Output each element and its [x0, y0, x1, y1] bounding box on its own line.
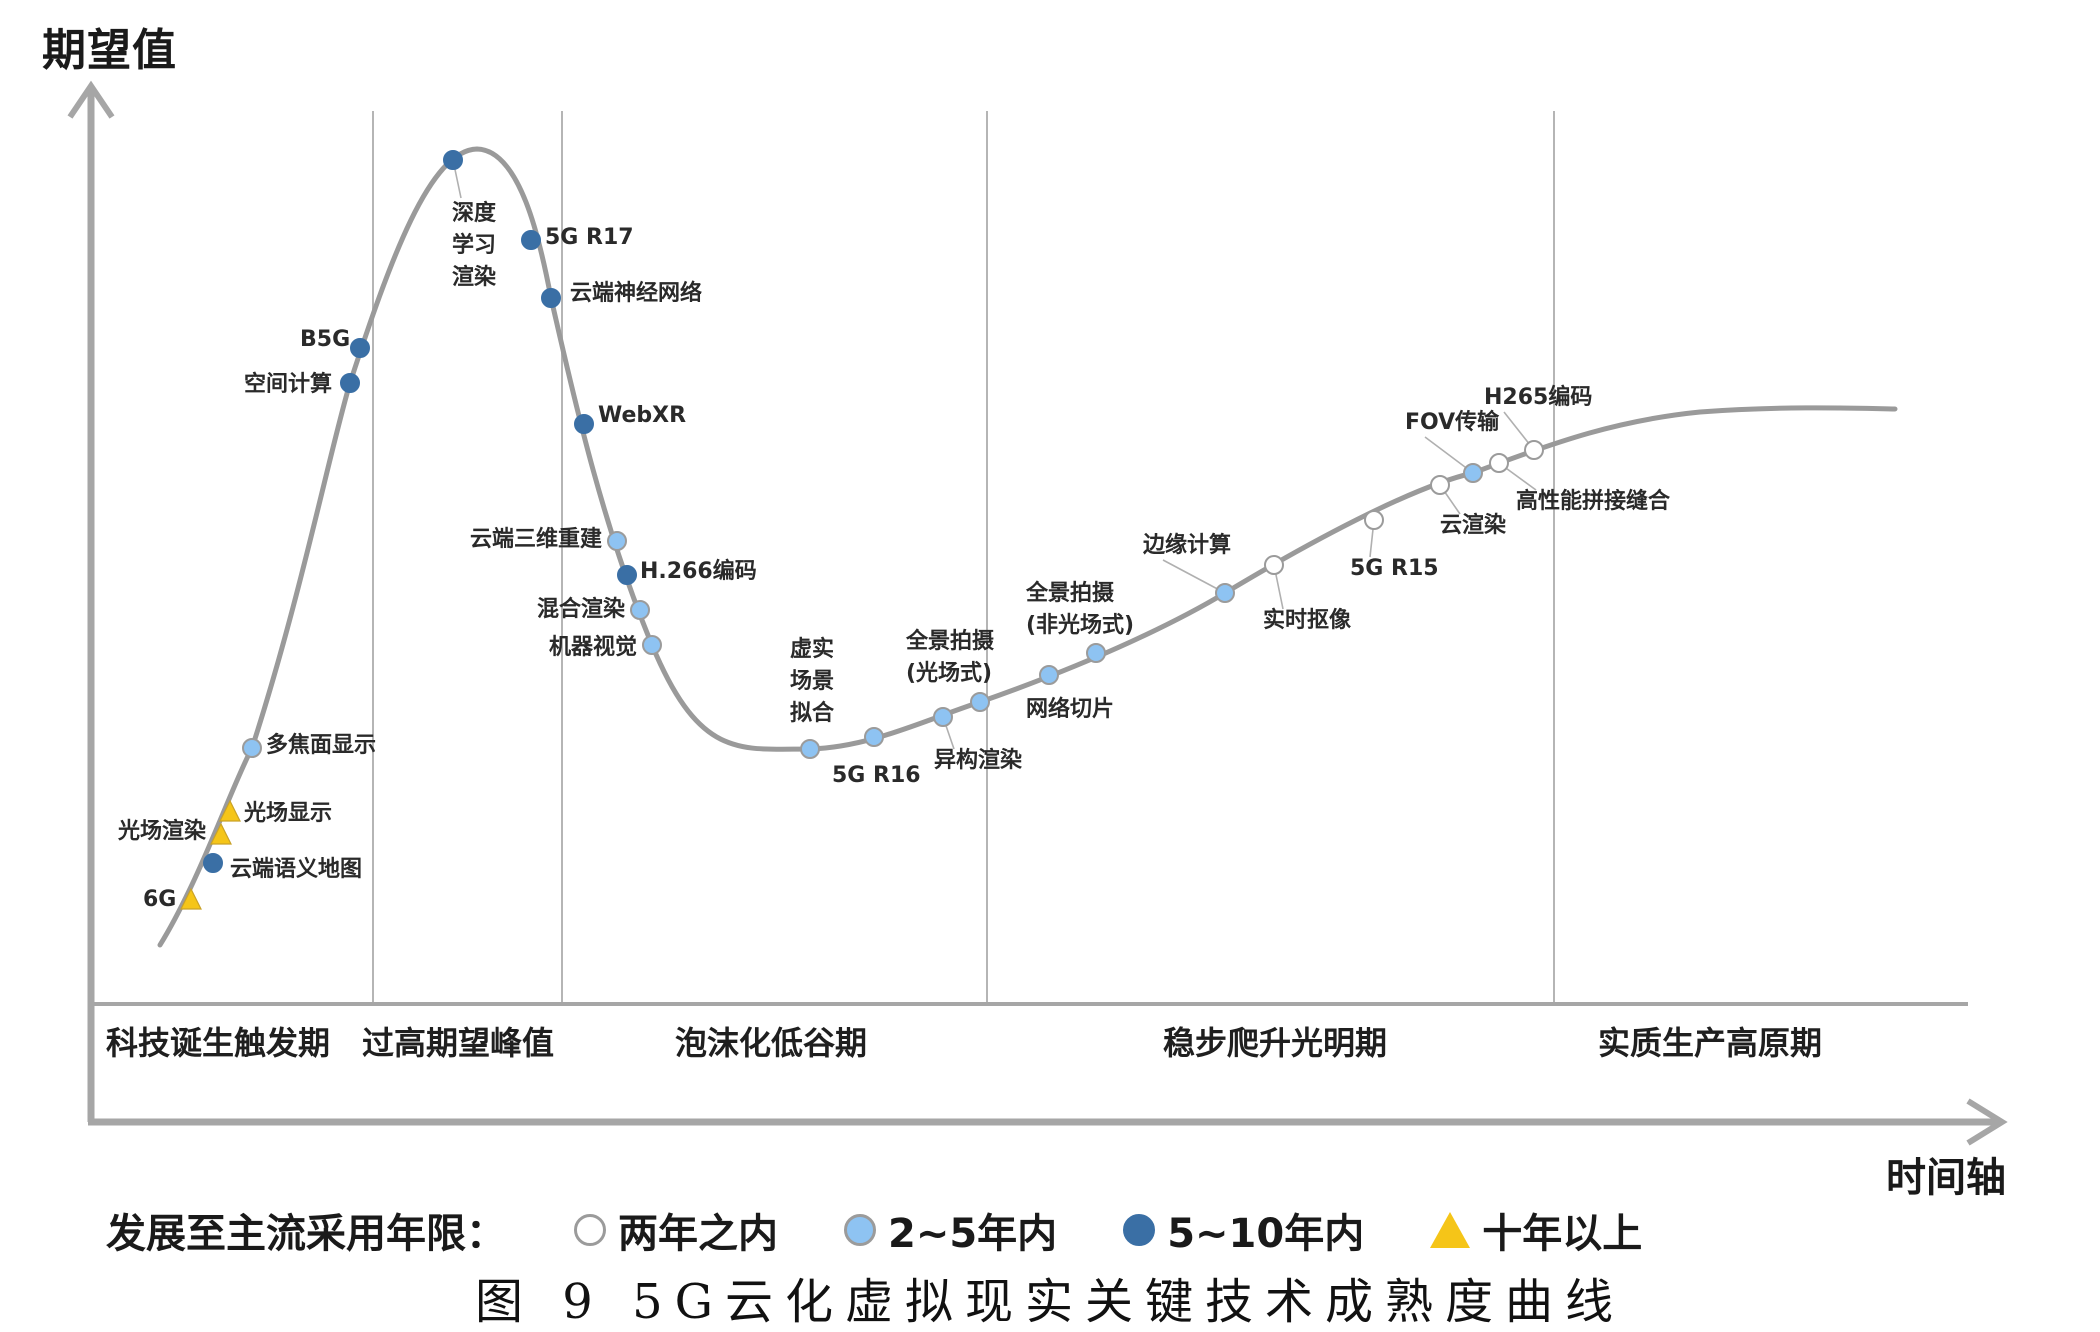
circle-marker-icon	[607, 531, 627, 551]
label-line: 拟合	[790, 701, 835, 726]
circle-marker-icon	[1430, 475, 1450, 495]
label-line: 场景	[790, 669, 835, 694]
circle-marker-icon	[443, 150, 463, 170]
technology-label: 光场显示	[244, 801, 333, 826]
legend-item-2-to-5-years: 2~5年内	[844, 1201, 1057, 1259]
technology-label: 实时抠像	[1263, 608, 1352, 633]
yellow-triangle-icon	[1430, 1212, 1471, 1248]
circle-marker-icon	[574, 414, 594, 434]
circle-marker-icon	[1264, 555, 1284, 575]
circle-marker-icon	[350, 338, 370, 358]
legend-label: 2~5年内	[888, 1211, 1058, 1257]
triangle-marker-icon	[210, 822, 232, 845]
technology-label: 虚实 场景 拟合	[790, 634, 834, 730]
circle-marker-icon	[1463, 463, 1483, 483]
circle-marker-icon	[864, 727, 884, 747]
phase-label-trigger: 科技诞生触发期	[106, 1024, 331, 1062]
y-axis-label: 期望值	[42, 25, 177, 76]
technology-markers	[180, 150, 1544, 910]
technology-label: 高性能拼接缝合	[1516, 489, 1671, 514]
circle-marker-icon	[933, 707, 953, 727]
circle-marker-icon	[1489, 453, 1509, 473]
legend-item-5-to-10-years: 5~10年内	[1123, 1201, 1364, 1259]
circle-marker-icon	[1215, 583, 1235, 603]
technology-label: 光场渲染	[118, 819, 207, 844]
hollow-circle-icon	[574, 1214, 606, 1246]
circle-marker-icon	[1086, 643, 1106, 663]
legend: 发展至主流采用年限： 两年之内 2~5年内 5~10年内 十年以上	[106, 1200, 1708, 1260]
dark-blue-circle-icon	[1123, 1214, 1156, 1246]
hype-curve	[157, 146, 1898, 948]
triangle-marker-icon	[219, 799, 241, 822]
phase-label-plateau: 实质生产高原期	[1598, 1024, 1823, 1062]
technology-label: 云渲染	[1440, 513, 1507, 538]
technology-label: 深度 学习 渲染	[452, 198, 496, 294]
technology-label: 机器视觉	[549, 635, 638, 660]
triangle-marker-icon	[180, 887, 202, 910]
technology-label: 异构渲染	[934, 748, 1023, 773]
phase-dividers	[372, 111, 1555, 1004]
legend-label: 两年之内	[618, 1211, 778, 1257]
leader-line	[1162, 559, 1226, 594]
technology-label: H265编码	[1484, 385, 1593, 410]
technology-label: 全景拍摄 (光场式)	[906, 626, 994, 690]
phase-label-peak: 过高期望峰值	[362, 1024, 555, 1062]
technology-label: 云端语义地图	[230, 857, 363, 882]
circle-marker-icon	[630, 600, 650, 620]
technology-label: 网络切片	[1026, 697, 1115, 722]
label-line: 虚实	[790, 637, 835, 662]
label-line: 全景拍摄	[906, 629, 995, 654]
technology-label: 云端三维重建	[470, 527, 603, 552]
technology-label: 云端神经网络	[570, 281, 703, 306]
technology-label: FOV传输	[1405, 410, 1500, 435]
x-axis-arrow-icon	[1966, 1098, 2008, 1146]
circle-marker-icon	[970, 692, 990, 712]
label-line: (非光场式)	[1026, 613, 1135, 638]
circle-marker-icon	[242, 738, 262, 758]
technology-label: 全景拍摄 (非光场式)	[1026, 578, 1134, 642]
circle-marker-icon	[340, 373, 360, 393]
technology-label: 5G R15	[1350, 556, 1439, 581]
technology-label: 6G	[143, 887, 177, 912]
label-line: 学习	[452, 233, 497, 258]
circle-marker-icon	[1524, 440, 1544, 460]
technology-label: WebXR	[598, 403, 687, 428]
technology-label: 空间计算	[244, 372, 333, 397]
x-axis-label: 时间轴	[1886, 1155, 2006, 1201]
circle-marker-icon	[541, 288, 561, 308]
circle-marker-icon	[1039, 665, 1059, 685]
legend-label: 十年以上	[1482, 1211, 1643, 1257]
label-line: 全景拍摄	[1026, 581, 1115, 606]
legend-label: 5~10年内	[1167, 1211, 1365, 1257]
y-axis-arrow-icon	[67, 80, 115, 119]
technology-label: 混合渲染	[537, 597, 626, 622]
circle-marker-icon	[800, 739, 820, 759]
technology-label: B5G	[300, 327, 351, 352]
figure-caption: 图 9 5G云化虚拟现实关键技术成熟度曲线	[475, 1274, 1625, 1330]
legend-item-within-2-years: 两年之内	[574, 1201, 778, 1259]
technology-label: 5G R17	[545, 225, 634, 250]
circle-marker-icon	[1364, 510, 1384, 530]
label-line: (光场式)	[906, 661, 993, 686]
light-blue-circle-icon	[844, 1214, 876, 1246]
legend-item-over-10-years: 十年以上	[1430, 1201, 1642, 1259]
technology-label: 5G R16	[832, 763, 921, 788]
technology-label: 边缘计算	[1143, 533, 1232, 558]
legend-title: 发展至主流采用年限：	[106, 1211, 506, 1257]
phase-label-slope: 稳步爬升光明期	[1163, 1024, 1388, 1062]
technology-label: H.266编码	[640, 559, 757, 584]
phase-label-trough: 泡沫化低谷期	[675, 1024, 868, 1062]
circle-marker-icon	[203, 853, 223, 873]
label-line: 深度	[452, 201, 497, 226]
circle-marker-icon	[617, 565, 637, 585]
circle-marker-icon	[521, 230, 541, 250]
technology-label: 多焦面显示	[266, 733, 377, 758]
label-line: 渲染	[452, 265, 497, 290]
circle-marker-icon	[642, 635, 662, 655]
